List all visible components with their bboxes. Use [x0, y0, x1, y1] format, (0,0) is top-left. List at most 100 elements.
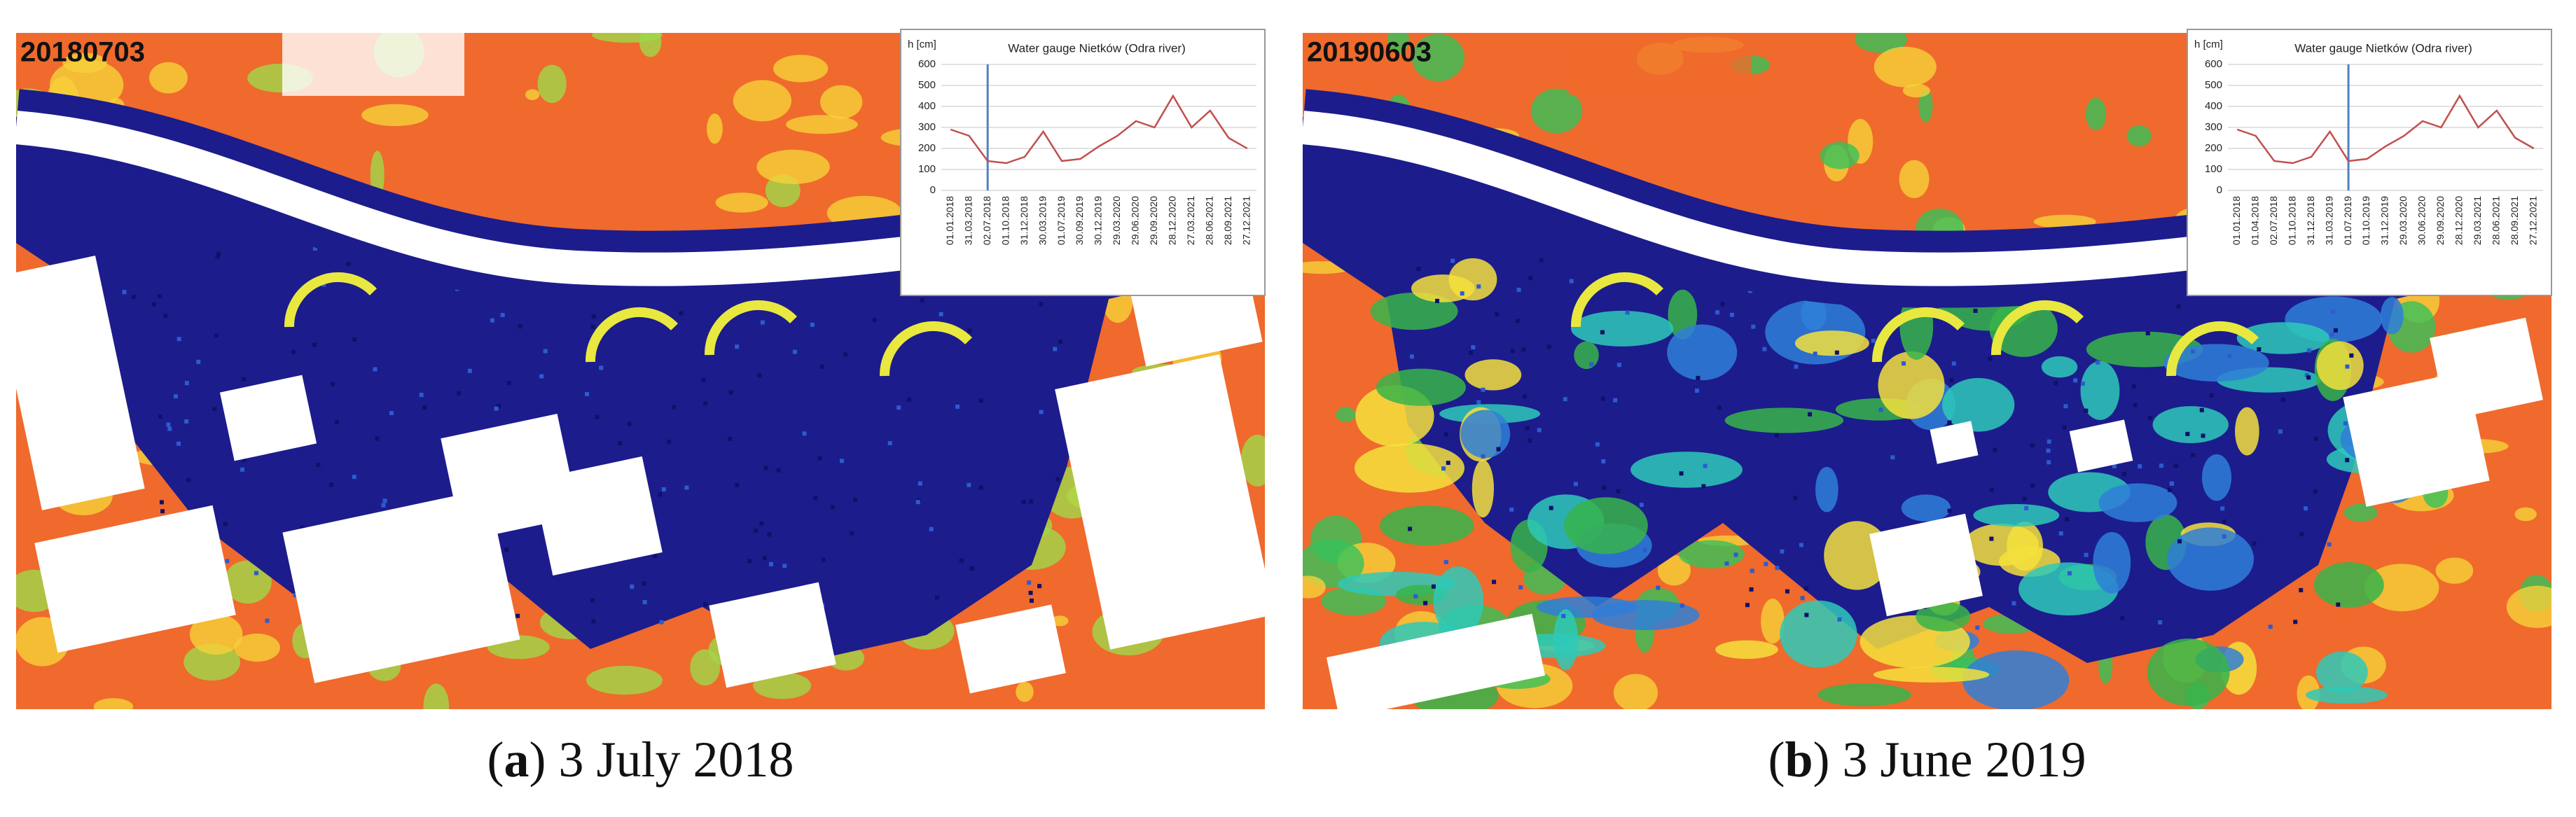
texture: [2126, 125, 2152, 147]
oxbow: [2166, 321, 2259, 377]
speckle: [667, 439, 672, 444]
speckle: [939, 312, 943, 316]
speckle: [422, 405, 427, 410]
speckle: [852, 497, 857, 502]
vegetation: [1630, 452, 1743, 488]
speckle: [2176, 304, 2181, 309]
speckle: [2191, 453, 2196, 458]
speckle: [1446, 461, 1450, 466]
speckle: [1800, 596, 1805, 601]
speckle: [242, 457, 247, 462]
texture: [1240, 434, 1265, 487]
speckle: [2121, 472, 2126, 477]
x-tick-label: 31.03.2019: [2323, 196, 2334, 245]
speckle: [1600, 330, 1605, 335]
speckle: [331, 382, 335, 386]
texture: [1387, 33, 1409, 54]
speckle: [1409, 354, 1414, 359]
speckle: [539, 374, 544, 379]
speckle: [166, 422, 171, 427]
x-tick-label: 01.01.2018: [944, 196, 955, 245]
speckle: [1720, 302, 1725, 307]
x-tick-label: 30.06.2020: [2416, 196, 2428, 245]
speckle: [1680, 603, 1684, 608]
speckle: [1890, 455, 1895, 460]
speckle: [1834, 350, 1839, 355]
speckle: [1804, 613, 1809, 617]
x-tick-label: 31.12.2019: [2379, 196, 2390, 245]
vegetation: [1591, 600, 1700, 631]
speckle: [821, 557, 826, 562]
speckle: [585, 391, 590, 396]
x-tick-label: 28.06.2021: [2491, 196, 2502, 245]
x-tick-label: 02.07.2018: [2268, 196, 2279, 245]
vegetation: [2380, 297, 2404, 335]
y-tick-label: 400: [2205, 100, 2222, 112]
speckle: [1715, 310, 1720, 315]
x-tick-label: 29.03.2021: [2472, 196, 2483, 245]
speckle: [1053, 347, 1058, 351]
field: [955, 604, 1066, 694]
vegetation: [1574, 341, 1599, 370]
speckle: [817, 456, 822, 461]
speckle: [1793, 496, 1798, 501]
x-tick-label: 28.12.2020: [2453, 196, 2465, 245]
speckle: [2112, 463, 2117, 468]
texture: [1303, 575, 1326, 599]
speckle: [1561, 613, 1566, 618]
caption-part: ) 3 July 2018: [529, 732, 794, 788]
y-tick-label: 100: [918, 163, 936, 175]
speckle: [679, 311, 684, 316]
speckle: [2345, 458, 2350, 463]
speckle: [2047, 460, 2051, 465]
speckle: [978, 398, 983, 403]
speckle: [2067, 571, 2072, 575]
caption-part: ) 3 June 2019: [1813, 732, 2086, 788]
speckle: [2201, 433, 2205, 438]
speckle: [2169, 481, 2174, 486]
speckle: [896, 405, 901, 410]
vegetation: [1376, 368, 1466, 406]
speckle: [590, 598, 595, 603]
speckle: [591, 314, 596, 319]
speckle: [1813, 351, 1817, 356]
speckle: [1516, 287, 1521, 292]
speckle: [1496, 447, 1501, 452]
vegetation: [2152, 406, 2229, 444]
speckle: [328, 482, 333, 487]
inset-title: Water gauge Nietków (Odra river): [1008, 41, 1186, 55]
field: [1326, 613, 1546, 709]
texture: [773, 55, 829, 83]
oxbow: [1990, 300, 2084, 356]
texture: [1016, 681, 1034, 702]
texture: [2435, 557, 2474, 584]
speckle: [346, 262, 351, 267]
speckle: [642, 581, 646, 586]
speckle: [2120, 615, 2125, 620]
speckle: [163, 314, 168, 319]
y-tick-label: 100: [2205, 163, 2222, 175]
speckle: [728, 390, 733, 395]
speckle: [196, 359, 201, 364]
speckle: [850, 531, 854, 536]
field: [1930, 421, 1979, 464]
texture: [189, 613, 243, 655]
speckle: [792, 349, 797, 354]
speckle: [2138, 464, 2142, 469]
speckle: [2209, 393, 2214, 398]
field: [1055, 354, 1265, 650]
texture: [537, 64, 567, 104]
texture: [2364, 564, 2439, 612]
speckle: [122, 290, 127, 295]
speckle: [2331, 309, 2336, 314]
speckle: [1902, 361, 1906, 366]
speckle: [1794, 364, 1799, 369]
vegetation: [2315, 651, 2368, 693]
speckle: [1703, 463, 1708, 468]
speckle: [2167, 487, 2172, 492]
speckle: [1993, 447, 1997, 452]
speckle: [760, 320, 765, 325]
speckle: [969, 566, 974, 571]
speckle: [967, 482, 971, 487]
speckle: [2133, 403, 2138, 407]
